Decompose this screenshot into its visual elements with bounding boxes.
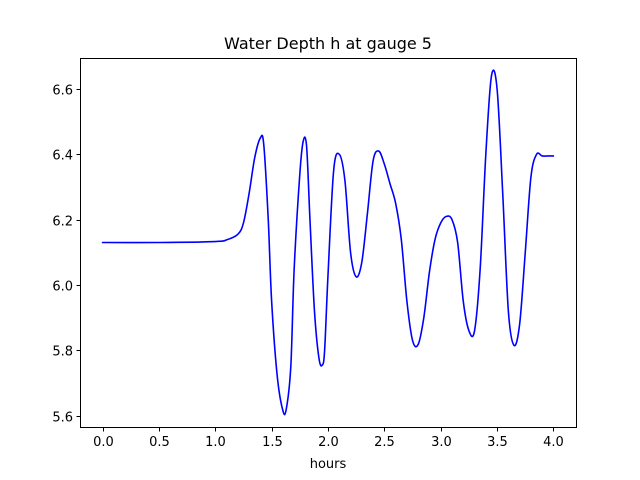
y-axis-ticks: 5.6 5.8 6.0 6.2 6.4 6.6	[52, 84, 81, 426]
y-tick-label: 6.6	[52, 84, 73, 99]
water-depth-series-line	[101, 69, 555, 416]
y-tick-label: 5.8	[52, 345, 73, 360]
y-tick-label: 6.0	[52, 280, 73, 295]
x-axis-label: hours	[310, 457, 347, 472]
x-tick-label: 2.5	[374, 435, 395, 450]
y-tick-label: 5.6	[52, 411, 73, 426]
x-tick-label: 3.5	[487, 435, 508, 450]
x-tick-label: 1.0	[205, 435, 226, 450]
x-tick-label: 1.5	[262, 435, 283, 450]
x-tick-label: 0.0	[93, 435, 114, 450]
x-tick-label: 2.0	[318, 435, 339, 450]
x-tick-label: 0.5	[149, 435, 170, 450]
x-axis-ticks: 0.0 0.5 1.0 1.5 2.0 2.5 3.0 3.5 4.0	[93, 427, 564, 450]
x-tick-label: 4.0	[543, 435, 564, 450]
x-tick-label: 3.0	[431, 435, 452, 450]
y-tick-label: 6.2	[52, 215, 73, 230]
series-layer	[101, 69, 555, 416]
plot-area-frame	[80, 58, 577, 428]
y-tick-label: 6.4	[52, 149, 73, 164]
chart-title: Water Depth h at gauge 5	[224, 34, 432, 53]
